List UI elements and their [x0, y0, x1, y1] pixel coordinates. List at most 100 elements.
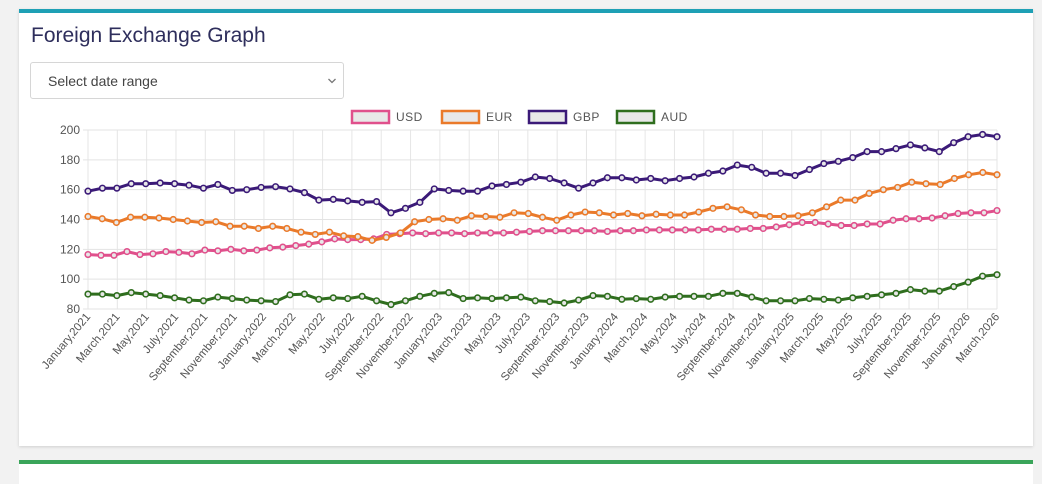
data-point-eur [737, 206, 745, 214]
data-point-gbp [618, 174, 626, 182]
data-point-eur [439, 215, 447, 223]
data-point-usd [525, 227, 534, 236]
data-point-usd [227, 245, 235, 253]
y-tick-label: 140 [60, 213, 80, 227]
data-point-usd [798, 218, 806, 227]
data-point-usd [720, 225, 728, 233]
data-point-usd [694, 226, 702, 234]
data-point-gbp [950, 139, 958, 147]
data-point-usd [837, 221, 845, 230]
data-point-gbp [430, 185, 438, 193]
data-point-gbp [214, 180, 222, 189]
data-point-aud [329, 294, 337, 302]
data-point-aud [748, 293, 756, 301]
data-point-eur [822, 203, 831, 211]
data-point-eur [936, 180, 944, 189]
data-point-eur [155, 214, 163, 222]
data-point-gbp [863, 148, 871, 156]
legend-swatch [615, 109, 656, 125]
data-point-usd [681, 226, 689, 234]
data-point-aud [488, 294, 496, 303]
data-point-aud [185, 296, 193, 304]
data-point-usd [733, 225, 741, 233]
data-point-eur [865, 189, 873, 197]
data-point-usd [162, 247, 170, 256]
data-point-eur [680, 211, 689, 219]
data-point-aud [517, 293, 525, 301]
data-point-eur [964, 171, 973, 179]
data-point-eur [524, 209, 532, 218]
data-point-gbp [603, 174, 612, 182]
data-point-eur [311, 230, 319, 239]
data-point-eur [325, 228, 334, 236]
data-point-eur [780, 212, 788, 221]
data-point-aud [690, 292, 698, 300]
data-point-eur [709, 204, 717, 212]
data-point-aud [445, 288, 453, 297]
data-point-usd [448, 229, 456, 237]
data-point-aud [762, 297, 770, 305]
data-point-gbp [459, 187, 467, 195]
data-point-gbp [690, 173, 698, 181]
y-tick-label: 120 [60, 242, 80, 256]
data-point-usd [486, 229, 495, 237]
data-point-usd [629, 227, 638, 235]
legend-label: USD [396, 110, 423, 124]
data-point-aud [877, 291, 886, 299]
data-point-eur [879, 186, 887, 194]
next-card [19, 460, 1033, 484]
data-point-aud [647, 295, 655, 303]
legend-swatch [440, 109, 481, 125]
data-point-gbp [993, 133, 1001, 141]
data-point-usd [824, 220, 832, 228]
date-range-select[interactable]: Select date range [30, 62, 344, 99]
data-point-gbp [228, 186, 236, 195]
data-point-eur [553, 216, 561, 224]
data-point-gbp [473, 187, 482, 195]
data-point-gbp [401, 204, 410, 212]
data-point-usd [305, 240, 313, 248]
data-point-gbp [271, 183, 280, 191]
data-point-aud [950, 283, 958, 291]
data-point-eur [212, 218, 220, 226]
data-point-aud [214, 293, 222, 301]
data-point-aud [430, 289, 438, 297]
data-point-gbp [978, 130, 987, 139]
data-point-usd [292, 242, 300, 250]
data-point-eur [993, 171, 1001, 179]
data-point-eur [254, 224, 263, 233]
data-point-usd [499, 229, 508, 237]
data-point-usd [993, 206, 1001, 215]
data-point-gbp [170, 180, 179, 188]
data-point-gbp [372, 198, 381, 206]
data-point-aud [257, 297, 265, 305]
data-point-eur [283, 224, 291, 233]
data-point-gbp [574, 184, 583, 192]
data-point-gbp [546, 174, 554, 183]
data-point-usd [876, 220, 884, 228]
data-point-usd [590, 227, 599, 235]
data-point-aud [344, 294, 352, 303]
forex-card: Foreign Exchange Graph Select date range… [19, 9, 1033, 446]
data-point-eur [112, 218, 121, 227]
data-point-usd [422, 230, 430, 238]
legend-label: GBP [573, 110, 600, 124]
data-point-aud [286, 291, 294, 299]
data-point-gbp [531, 173, 539, 181]
legend-label: EUR [486, 110, 513, 124]
data-point-eur [766, 212, 774, 221]
data-point-gbp [156, 179, 164, 187]
data-point-gbp [719, 167, 727, 175]
data-point-aud [892, 289, 900, 297]
data-point-usd [253, 246, 261, 254]
data-point-usd [785, 221, 793, 229]
data-point-gbp [199, 184, 208, 192]
data-point-gbp [142, 180, 150, 188]
data-point-usd [655, 226, 663, 234]
data-point-gbp [344, 197, 352, 205]
data-point-usd [889, 216, 897, 224]
forex-line-chart: 80100120140160180200January,2021March,20… [40, 109, 1002, 384]
data-point-gbp [964, 133, 972, 141]
data-point-eur [652, 210, 660, 218]
data-point-gbp [748, 163, 756, 171]
